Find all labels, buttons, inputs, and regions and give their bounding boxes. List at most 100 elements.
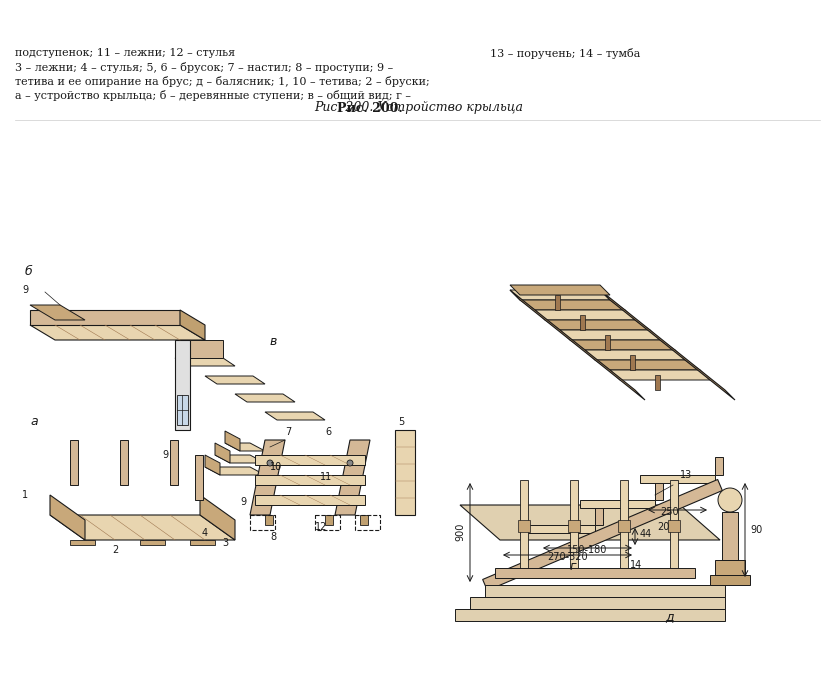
Text: 20: 20: [657, 522, 670, 532]
Polygon shape: [170, 440, 178, 485]
Polygon shape: [520, 480, 528, 570]
Text: 9: 9: [162, 450, 168, 460]
Polygon shape: [120, 440, 128, 485]
Polygon shape: [30, 305, 85, 320]
Polygon shape: [235, 394, 295, 402]
Polygon shape: [205, 376, 265, 384]
Text: 900: 900: [455, 523, 465, 541]
Polygon shape: [360, 515, 368, 525]
Text: 250: 250: [660, 507, 680, 517]
Polygon shape: [568, 520, 580, 532]
Text: 44: 44: [640, 529, 652, 539]
Polygon shape: [215, 455, 265, 463]
Text: Рис. 200.: Рис. 200.: [337, 101, 403, 114]
Polygon shape: [655, 375, 660, 390]
Text: д: д: [665, 610, 674, 623]
Polygon shape: [518, 520, 530, 532]
Polygon shape: [255, 475, 365, 485]
Polygon shape: [215, 443, 230, 463]
Polygon shape: [560, 330, 660, 340]
Polygon shape: [668, 520, 680, 532]
Polygon shape: [520, 525, 595, 533]
Polygon shape: [30, 310, 180, 325]
Polygon shape: [570, 480, 578, 570]
Polygon shape: [580, 500, 655, 508]
Polygon shape: [510, 290, 610, 300]
Polygon shape: [670, 480, 678, 570]
Circle shape: [718, 488, 742, 512]
Polygon shape: [205, 455, 220, 475]
Polygon shape: [600, 290, 735, 400]
Text: 150-180: 150-180: [566, 545, 608, 555]
Polygon shape: [535, 310, 635, 320]
Text: Рис. 200. Устройство крыльца: Рис. 200. Устройство крыльца: [314, 101, 524, 114]
Polygon shape: [715, 457, 723, 475]
Text: 9: 9: [22, 285, 28, 295]
Polygon shape: [335, 440, 370, 515]
Polygon shape: [618, 520, 630, 532]
Polygon shape: [510, 290, 645, 400]
Text: подступенок; 11 – лежни; 12 – стулья: подступенок; 11 – лежни; 12 – стулья: [15, 48, 235, 58]
Polygon shape: [325, 515, 333, 525]
Polygon shape: [395, 430, 415, 515]
Polygon shape: [255, 495, 365, 505]
Polygon shape: [195, 455, 203, 500]
Polygon shape: [175, 340, 190, 430]
Polygon shape: [200, 495, 235, 540]
Text: 13: 13: [680, 470, 692, 480]
Polygon shape: [595, 360, 700, 370]
Text: 9: 9: [240, 497, 246, 507]
Polygon shape: [177, 395, 188, 425]
Circle shape: [347, 460, 353, 466]
Polygon shape: [605, 335, 610, 350]
Polygon shape: [610, 370, 710, 380]
Polygon shape: [595, 507, 603, 525]
Text: 1: 1: [22, 490, 28, 500]
Polygon shape: [30, 325, 205, 340]
Polygon shape: [520, 300, 625, 310]
Polygon shape: [205, 467, 265, 475]
Text: 3 – лежни; 4 – стулья; 5, 6 – брусок; 7 – настил; 8 – проступи; 9 –: 3 – лежни; 4 – стулья; 5, 6 – брусок; 7 …: [15, 62, 393, 73]
Text: 6: 6: [325, 427, 331, 437]
Polygon shape: [265, 515, 273, 525]
Text: 4: 4: [202, 528, 208, 538]
Polygon shape: [50, 495, 85, 540]
Polygon shape: [715, 560, 745, 575]
Polygon shape: [175, 358, 235, 366]
Polygon shape: [710, 575, 750, 585]
Text: 5: 5: [398, 417, 404, 427]
Text: а: а: [30, 415, 38, 428]
Polygon shape: [545, 320, 650, 330]
Circle shape: [267, 460, 273, 466]
Polygon shape: [225, 443, 265, 451]
Polygon shape: [722, 512, 738, 560]
Polygon shape: [180, 310, 205, 340]
Polygon shape: [483, 479, 722, 590]
Text: в: в: [270, 335, 277, 348]
Text: тетива и ее опирание на брус; д – балясник; 1, 10 – тетива; 2 – бруски;: тетива и ее опирание на брус; д – балясн…: [15, 76, 430, 87]
Polygon shape: [655, 482, 663, 500]
Polygon shape: [580, 315, 585, 330]
Text: 8: 8: [270, 532, 277, 542]
Polygon shape: [50, 515, 235, 540]
Polygon shape: [455, 609, 725, 621]
Polygon shape: [190, 540, 215, 545]
Polygon shape: [460, 505, 720, 540]
Text: 12: 12: [315, 522, 328, 532]
Text: 14: 14: [630, 560, 642, 570]
Polygon shape: [265, 412, 325, 420]
Polygon shape: [250, 440, 285, 515]
Polygon shape: [470, 597, 725, 609]
Text: 10: 10: [270, 462, 282, 472]
Text: б: б: [25, 265, 33, 278]
Text: 13 – поручень; 14 – тумба: 13 – поручень; 14 – тумба: [490, 48, 640, 59]
Polygon shape: [630, 355, 635, 370]
Polygon shape: [140, 540, 165, 545]
Text: 270-320: 270-320: [548, 552, 588, 562]
Polygon shape: [175, 340, 223, 358]
Polygon shape: [70, 540, 95, 545]
Text: г: г: [570, 560, 577, 573]
Polygon shape: [640, 475, 715, 483]
Text: 2: 2: [112, 545, 118, 555]
Text: 90: 90: [750, 525, 763, 535]
